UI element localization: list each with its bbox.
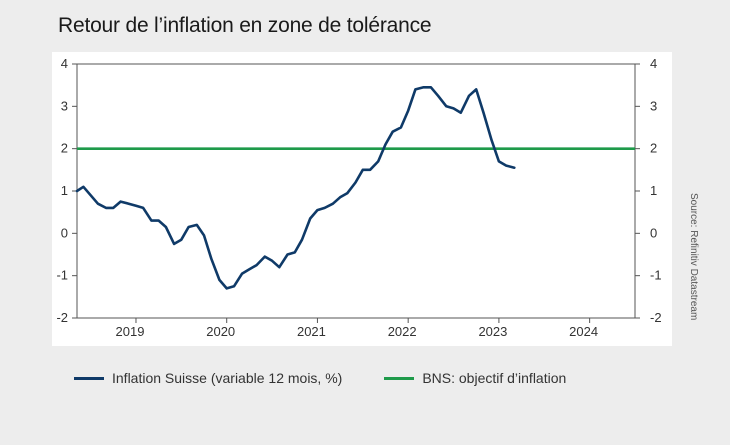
y-tick-label-right: 2 <box>650 141 657 156</box>
x-tick-label: 2022 <box>388 324 417 339</box>
y-tick-label-left: -2 <box>56 310 68 325</box>
y-tick-label-left: 3 <box>61 98 68 113</box>
line-chart: -2 -2 -1 -1 0 0 1 1 2 2 3 3 4 4 2019 2020 2021 2022 2023 20… <box>56 56 662 339</box>
legend-item-inflation: Inflation Suisse (variable 12 mois, %) <box>74 370 342 386</box>
y-tick-label-left: 2 <box>61 141 68 156</box>
x-tick-label: 2020 <box>206 324 235 339</box>
y-tick-label-left: 0 <box>61 225 68 240</box>
x-tick-label: 2019 <box>116 324 145 339</box>
y-tick-label-left: 4 <box>61 56 68 71</box>
y-tick-label-right: -2 <box>650 310 662 325</box>
y-tick-label-right: 4 <box>650 56 657 71</box>
legend-item-target: BNS: objectif d’inflation <box>384 370 566 386</box>
legend-label-target: BNS: objectif d’inflation <box>422 370 567 386</box>
y-tick-label-left: 1 <box>61 183 68 198</box>
x-tick-label: 2024 <box>569 324 598 339</box>
y-tick-label-right: 1 <box>650 183 657 198</box>
y-tick-label-right: 0 <box>650 225 657 240</box>
x-tick-label: 2023 <box>478 324 507 339</box>
legend-label-inflation: Inflation Suisse (variable 12 mois, %) <box>112 370 343 386</box>
plot-area: -2 -2 -1 -1 0 0 1 1 2 2 3 3 4 4 2019 2020 2021 2022 2023 20… <box>52 52 672 346</box>
y-tick-label-right: 3 <box>650 98 657 113</box>
chart-title: Retour de l’inflation en zone de toléran… <box>58 14 432 37</box>
y-tick-label-right: -1 <box>650 268 662 283</box>
y-tick-label-left: -1 <box>56 268 68 283</box>
legend-swatch-target <box>384 376 415 380</box>
x-tick-label: 2021 <box>297 324 326 339</box>
source-note: Source: Refinitiv Datastream <box>688 193 699 321</box>
legend: Inflation Suisse (variable 12 mois, %) B… <box>74 370 608 386</box>
plot-frame <box>76 63 636 319</box>
legend-swatch-inflation <box>74 376 104 380</box>
inflation-series-line <box>75 85 516 290</box>
